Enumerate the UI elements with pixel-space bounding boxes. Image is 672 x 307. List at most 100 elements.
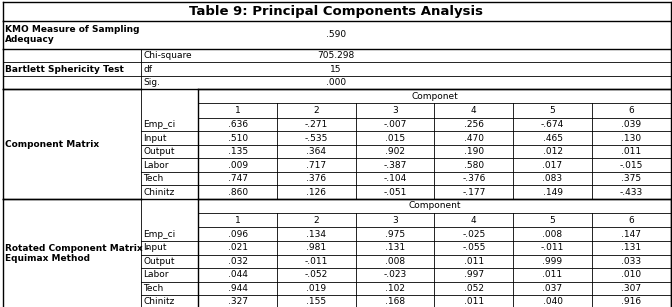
Text: Chinitz: Chinitz [143,188,175,197]
Text: -.055: -.055 [462,243,485,252]
Text: 5: 5 [550,106,556,115]
Text: .009: .009 [228,161,248,170]
Text: .008: .008 [385,257,405,266]
Text: Chinitz: Chinitz [143,297,175,306]
Text: .052: .052 [464,284,484,293]
Text: df: df [143,64,152,74]
Text: .010: .010 [621,270,641,279]
Text: .590: .590 [326,30,346,39]
Text: Emp_ci: Emp_ci [143,230,175,239]
Text: .039: .039 [621,120,641,129]
Text: -.433: -.433 [620,188,643,197]
Text: Output: Output [143,257,175,266]
Text: 6: 6 [628,216,634,225]
Text: Component: Component [408,201,461,210]
Text: -.271: -.271 [304,120,328,129]
Text: Component Matrix: Component Matrix [5,140,99,149]
Text: .012: .012 [542,147,562,156]
Text: .327: .327 [228,297,247,306]
Text: Tech: Tech [143,284,163,293]
Text: .190: .190 [464,147,484,156]
Text: .134: .134 [306,230,327,239]
Text: .096: .096 [228,230,248,239]
Text: .997: .997 [464,270,484,279]
Text: Input: Input [143,134,167,143]
Text: .168: .168 [385,297,405,306]
Text: -.011: -.011 [304,257,328,266]
Text: .131: .131 [621,243,641,252]
Text: Input: Input [143,243,167,252]
Text: .102: .102 [385,284,405,293]
Text: KMO Measure of Sampling
Adequacy: KMO Measure of Sampling Adequacy [5,25,140,45]
Text: -.023: -.023 [384,270,407,279]
Text: .000: .000 [326,78,346,87]
Text: -.104: -.104 [384,174,407,183]
Text: .032: .032 [228,257,247,266]
Text: -.011: -.011 [541,243,564,252]
Text: .135: .135 [228,147,248,156]
Text: .044: .044 [228,270,247,279]
Text: 3: 3 [392,106,398,115]
Text: Sig.: Sig. [143,78,160,87]
Text: .580: .580 [464,161,484,170]
Text: .636: .636 [228,120,248,129]
Text: .717: .717 [306,161,327,170]
Text: .083: .083 [542,174,562,183]
Text: -.674: -.674 [541,120,564,129]
Text: .747: .747 [228,174,247,183]
Text: .126: .126 [306,188,327,197]
Text: -.535: -.535 [304,134,328,143]
Text: -.177: -.177 [462,188,485,197]
Text: -.015: -.015 [620,161,643,170]
Text: .364: .364 [306,147,327,156]
Text: Bartlett Sphericity Test: Bartlett Sphericity Test [5,64,124,74]
Text: 4: 4 [471,216,476,225]
Text: .902: .902 [385,147,405,156]
Text: Table 9: Principal Components Analysis: Table 9: Principal Components Analysis [189,5,483,17]
Text: Chi-square: Chi-square [143,51,192,60]
Text: 705.298: 705.298 [317,51,355,60]
Text: .131: .131 [385,243,405,252]
Text: .510: .510 [228,134,248,143]
Text: .011: .011 [464,297,484,306]
Text: 15: 15 [330,64,342,74]
Text: .465: .465 [542,134,562,143]
Text: .981: .981 [306,243,327,252]
Text: Labor: Labor [143,161,169,170]
Text: -.051: -.051 [384,188,407,197]
Text: .037: .037 [542,284,562,293]
Text: 1: 1 [235,106,241,115]
Text: .975: .975 [385,230,405,239]
Text: .040: .040 [542,297,562,306]
Text: 5: 5 [550,216,556,225]
Text: -.025: -.025 [462,230,485,239]
Text: 6: 6 [628,106,634,115]
Text: .376: .376 [306,174,327,183]
Text: 4: 4 [471,106,476,115]
Text: Labor: Labor [143,270,169,279]
Text: .307: .307 [621,284,641,293]
Text: .860: .860 [228,188,248,197]
Text: .011: .011 [464,257,484,266]
Text: Tech: Tech [143,174,163,183]
Text: 3: 3 [392,216,398,225]
Text: .033: .033 [621,257,641,266]
Text: -.007: -.007 [384,120,407,129]
Text: .375: .375 [621,174,641,183]
Text: .155: .155 [306,297,327,306]
Text: -.376: -.376 [462,174,485,183]
Text: .019: .019 [306,284,327,293]
Text: .015: .015 [385,134,405,143]
Text: 2: 2 [314,106,319,115]
Text: Rotated Component Matrix -
Equimax Method: Rotated Component Matrix - Equimax Metho… [5,244,150,263]
Text: 2: 2 [314,216,319,225]
Text: .999: .999 [542,257,562,266]
Text: .011: .011 [621,147,641,156]
Text: Componet: Componet [411,92,458,101]
Text: .017: .017 [542,161,562,170]
Text: .916: .916 [621,297,641,306]
Text: 1: 1 [235,216,241,225]
Text: .470: .470 [464,134,484,143]
Text: .130: .130 [621,134,641,143]
Text: -.387: -.387 [384,161,407,170]
